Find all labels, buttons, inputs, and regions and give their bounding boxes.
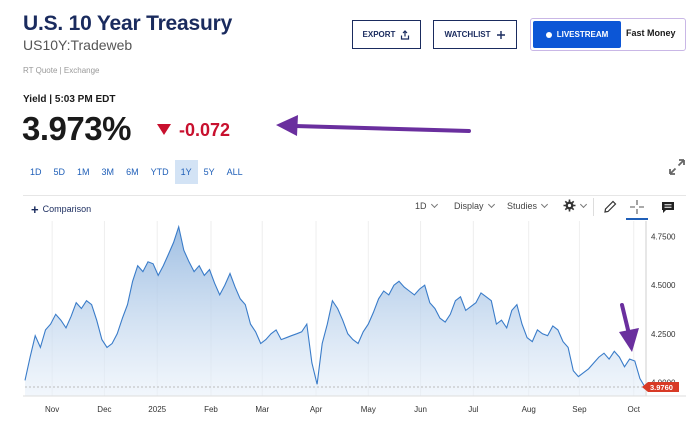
range-selector: 1D 5D 1M 3M 6M YTD 1Y 5Y ALL [24, 160, 249, 184]
x-tick-label: Oct [628, 405, 641, 414]
range-1d[interactable]: 1D [30, 167, 42, 177]
export-label: EXPORT [362, 30, 396, 39]
series-area [25, 226, 645, 396]
comment-icon[interactable] [660, 198, 676, 216]
purple-arrow-left [276, 115, 471, 136]
range-all[interactable]: ALL [226, 167, 243, 177]
price-change: -0.072 [179, 120, 231, 140]
range-ytd[interactable]: YTD [150, 167, 169, 177]
range-6m[interactable]: 6M [126, 167, 139, 177]
range-1m[interactable]: 1M [77, 167, 90, 177]
last-price: 3.973% [22, 110, 131, 147]
comparison-button[interactable]: + Comparison [31, 201, 92, 217]
display-label: Display [454, 201, 484, 211]
x-tick-label: Aug [522, 405, 536, 414]
x-tick-label: 2025 [148, 405, 166, 414]
symbol-label: US10Y:Tradeweb [23, 37, 133, 53]
chevron-down-icon [579, 200, 588, 208]
interval-label: 1D [415, 201, 427, 211]
page-title: U.S. 10 Year Treasury [23, 12, 233, 35]
x-tick-label: Feb [204, 405, 218, 414]
livestream-widget: LIVESTREAM Fast Money [530, 18, 686, 51]
range-5d[interactable]: 5D [53, 167, 66, 177]
settings-dropdown[interactable] [563, 199, 588, 212]
studies-label: Studies [507, 201, 538, 211]
x-tick-label: Mar [255, 405, 269, 414]
pencil-icon[interactable] [602, 198, 618, 216]
toolbar-divider [593, 198, 594, 216]
range-5y[interactable]: 5Y [203, 167, 215, 177]
comparison-label: Comparison [42, 204, 92, 214]
y-tick-label: 4.5000 [651, 281, 676, 290]
export-icon [401, 29, 410, 40]
active-tool-indicator [626, 218, 648, 220]
y-tick-label: 4.7500 [651, 233, 676, 242]
yield-timestamp: Yield | 5:03 PM EDT [23, 94, 116, 105]
expand-icon[interactable] [668, 158, 686, 176]
down-triangle-icon [157, 124, 171, 135]
x-tick-label: Dec [97, 405, 111, 414]
x-tick-label: Apr [310, 405, 323, 414]
livestream-button[interactable]: LIVESTREAM [533, 21, 621, 48]
watchlist-label: WATCHLIST [444, 30, 491, 39]
live-dot-icon [545, 31, 552, 38]
export-button[interactable]: EXPORT [352, 20, 421, 49]
chart-toolbar: + Comparison 1D Display Studies [23, 195, 686, 220]
chevron-down-icon [430, 200, 438, 209]
interval-dropdown[interactable]: 1D [415, 200, 438, 211]
chevron-down-icon [540, 200, 549, 209]
range-3m[interactable]: 3M [101, 167, 115, 177]
x-tick-label: Jun [414, 405, 427, 414]
yield-chart[interactable]: 4.75004.50004.25004.00003.9760NovDec2025… [23, 221, 686, 417]
x-tick-label: Nov [45, 405, 59, 414]
chevron-down-icon [487, 200, 495, 209]
watchlist-button[interactable]: WATCHLIST [433, 20, 517, 49]
display-dropdown[interactable]: Display [454, 200, 495, 211]
quote-source: RT Quote | Exchange [23, 66, 100, 75]
range-1y[interactable]: 1Y [174, 160, 198, 184]
studies-dropdown[interactable]: Studies [507, 200, 549, 211]
x-tick-label: May [361, 405, 376, 414]
x-tick-label: Sep [572, 405, 587, 414]
last-value-label: 3.9760 [650, 383, 673, 392]
series-line [24, 224, 646, 388]
last-value-badge: 3.9760 [642, 382, 679, 393]
crosshair-icon[interactable] [629, 198, 645, 216]
plus-icon: + [31, 201, 39, 217]
y-tick-label: 4.2500 [651, 330, 676, 339]
plus-icon [496, 30, 505, 39]
gear-icon [563, 199, 576, 212]
x-tick-label: Jul [468, 405, 478, 414]
fast-money-link[interactable]: Fast Money [626, 28, 676, 38]
livestream-label: LIVESTREAM [556, 30, 609, 39]
